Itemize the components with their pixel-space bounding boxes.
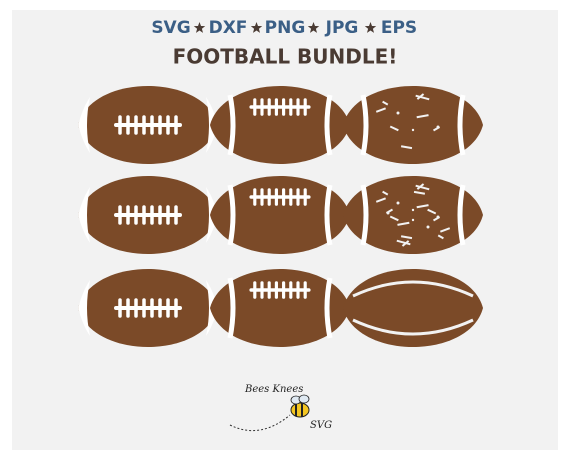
format-label: EPS: [381, 18, 417, 38]
football: [343, 269, 483, 347]
format-label: PNG: [265, 18, 306, 38]
football: [343, 86, 483, 164]
format-label: JPG: [325, 18, 359, 38]
football: [210, 176, 350, 254]
star: [364, 22, 377, 33]
logo-name: Bees Knees: [244, 384, 303, 395]
football: [210, 86, 350, 164]
star: [193, 22, 206, 33]
format-label: SVG: [151, 18, 190, 38]
logo: Bees Knees SVG: [229, 384, 332, 432]
football: [210, 269, 350, 347]
logo-tag: SVG: [310, 420, 332, 431]
football: [343, 176, 483, 254]
star: [250, 22, 263, 33]
format-line: SVG DXF PNG JPG EPS: [151, 18, 417, 38]
format-label: DXF: [209, 18, 248, 38]
title: FOOTBALL BUNDLE!: [173, 45, 398, 69]
star: [307, 22, 320, 33]
